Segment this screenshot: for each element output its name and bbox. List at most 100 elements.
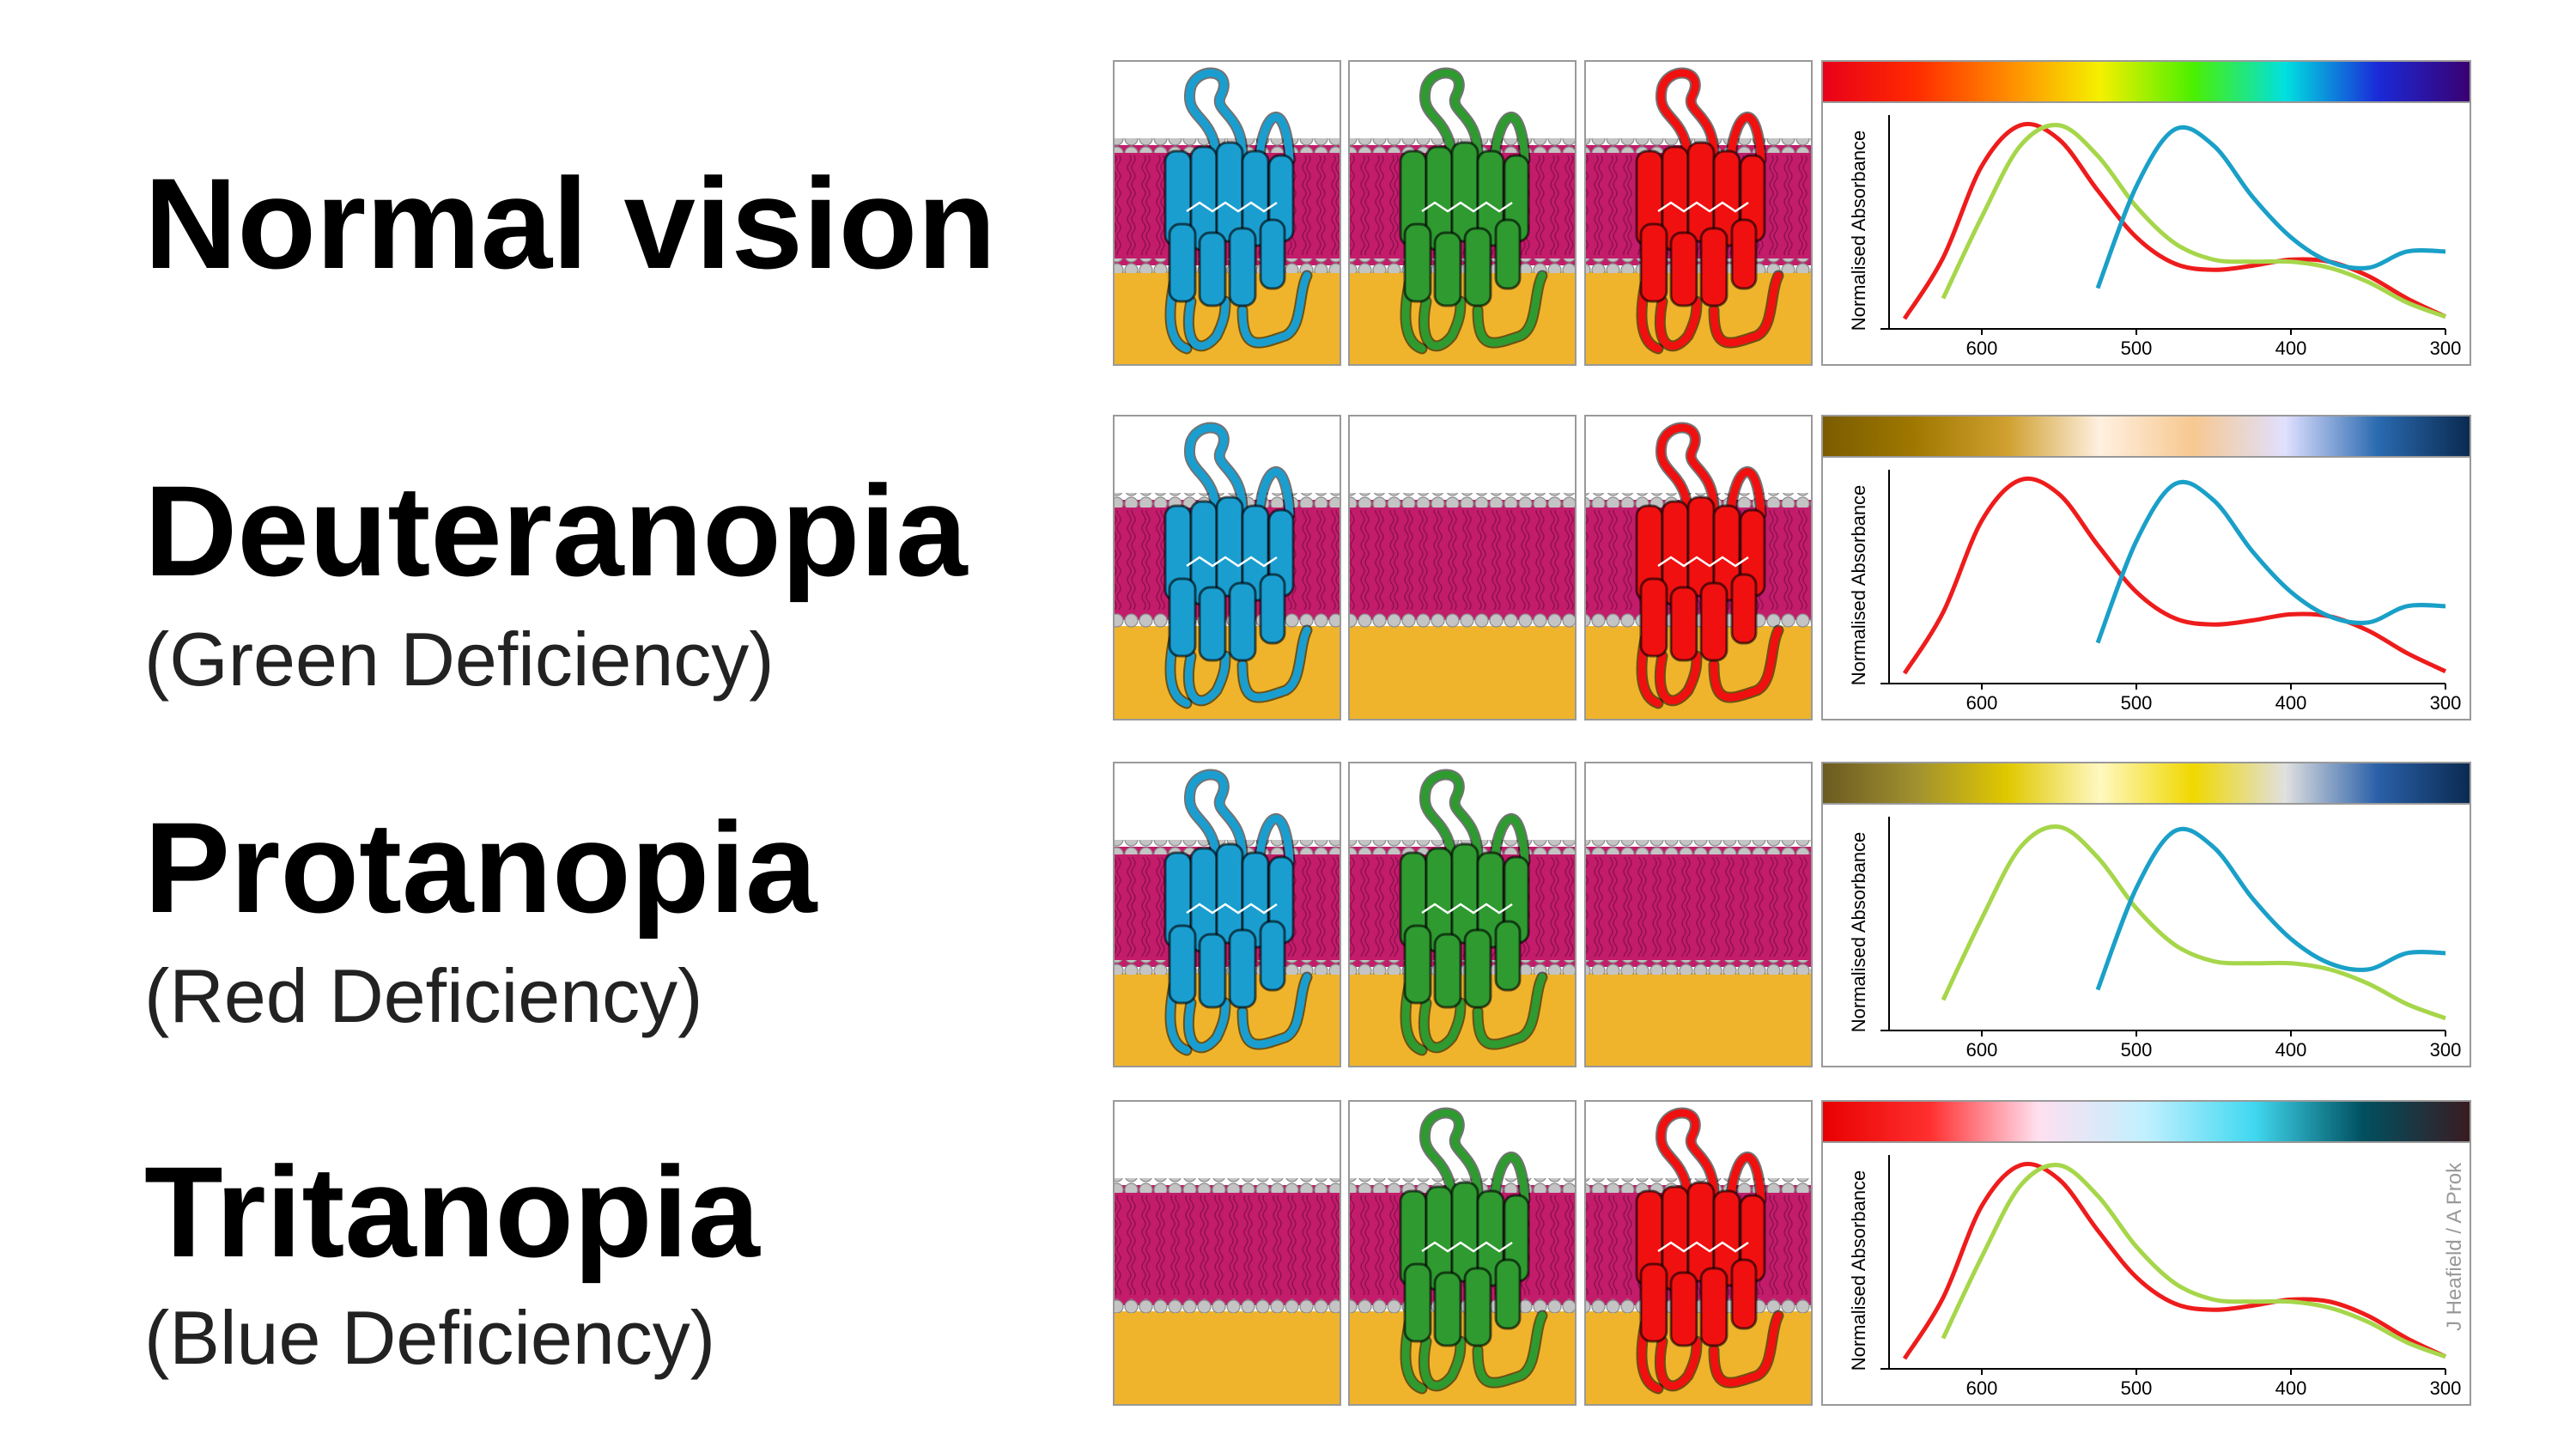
lipid-heads xyxy=(1114,1298,1340,1313)
opsin xyxy=(1399,1107,1548,1395)
x-tick-label: 600 xyxy=(1966,1039,1998,1061)
membrane-panel xyxy=(1113,762,1341,1067)
opsin-helix xyxy=(1198,586,1227,662)
panel-border xyxy=(1348,415,1577,720)
membrane-panel xyxy=(1348,415,1577,720)
opsin-helix xyxy=(1463,1267,1492,1347)
opsin-loop xyxy=(1710,271,1783,347)
opsin-helix xyxy=(1198,933,1227,1009)
lipid-tails xyxy=(1114,1195,1340,1295)
panel-border xyxy=(1113,415,1341,720)
lipid-tails xyxy=(1349,510,1576,610)
opsin-loop xyxy=(1491,112,1529,164)
cytoplasm xyxy=(1349,626,1576,720)
opsin-loop xyxy=(1255,814,1294,866)
panel-border xyxy=(1348,60,1577,366)
row: Protanopia (Red Deficiency) Normalised Abs… xyxy=(144,762,2471,1067)
opsin-helix xyxy=(1686,1181,1716,1283)
absorbance-curve xyxy=(1941,123,2446,319)
x-tick-label: 600 xyxy=(1966,337,1998,359)
row-subtitle: (Green Deficiency) xyxy=(144,617,775,702)
opsin-helix xyxy=(1198,231,1227,307)
row: Tritanopia (Blue Deficiency) Normalised Ab… xyxy=(144,1100,2471,1406)
panel-border xyxy=(1348,1100,1577,1406)
x-tick-label: 400 xyxy=(2275,337,2307,359)
opsin-helix xyxy=(1215,141,1244,243)
opsin-loop xyxy=(1419,999,1465,1052)
opsin-helix xyxy=(1639,222,1668,303)
opsin xyxy=(1163,422,1313,709)
opsin-helix xyxy=(1259,218,1286,290)
x-tick-label: 300 xyxy=(2430,337,2462,359)
opsin-loop xyxy=(1656,69,1718,168)
opsin-helix xyxy=(1639,1262,1668,1343)
opsin-helix xyxy=(1168,924,1197,1005)
membrane-panel xyxy=(1348,1100,1577,1406)
opsin-helix xyxy=(1494,1258,1522,1330)
retinal xyxy=(1657,1241,1749,1253)
opsin-helix xyxy=(1259,920,1286,992)
opsin-loop xyxy=(1656,1337,1701,1390)
y-axis-label: Normalised Absorbance xyxy=(1848,131,1869,331)
opsin-loop xyxy=(1185,69,1247,168)
lipid-tails xyxy=(1585,857,1812,957)
y-axis-label: Normalised Absorbance xyxy=(1848,485,1869,686)
absorbance-curve xyxy=(1902,1162,2447,1360)
absorbance-curve xyxy=(1941,1163,2446,1359)
opsin-helix xyxy=(1730,1258,1758,1330)
opsin-loop xyxy=(1419,297,1465,350)
opsin-loop xyxy=(1656,1109,1718,1208)
retinal xyxy=(1186,201,1278,213)
opsin-helix xyxy=(1730,218,1758,290)
opsin-helix xyxy=(1669,231,1698,307)
spectrum-bar xyxy=(1821,1100,2471,1143)
x-tick-label: 300 xyxy=(2430,1377,2462,1399)
opsin-loop xyxy=(1419,1337,1465,1390)
membrane-panel xyxy=(1584,762,1813,1067)
x-tick-label: 500 xyxy=(2121,337,2153,359)
lipid-heads xyxy=(1114,1178,1340,1193)
absorbance-curve xyxy=(2095,826,2446,991)
opsin xyxy=(1163,769,1313,1056)
membrane-panel xyxy=(1584,1100,1813,1406)
panel-border xyxy=(1113,762,1341,1067)
opsin-loop xyxy=(1473,271,1546,347)
opsin-loop xyxy=(1184,652,1230,705)
x-tick-label: 400 xyxy=(2275,692,2307,714)
membrane-panel xyxy=(1584,415,1813,720)
opsin-loop xyxy=(1710,1311,1783,1387)
opsin-helix xyxy=(1403,222,1432,303)
opsin-helix xyxy=(1228,227,1257,307)
opsin xyxy=(1399,67,1548,355)
opsin-helix xyxy=(1450,1181,1479,1283)
opsin-helix xyxy=(1494,218,1522,290)
row-title: Normal vision xyxy=(144,151,996,295)
absorbance-curve xyxy=(1941,824,2446,1021)
cytoplasm xyxy=(1114,1311,1340,1405)
x-tick-label: 500 xyxy=(2121,692,2153,714)
opsin-loop xyxy=(1185,423,1247,523)
opsin-helix xyxy=(1403,924,1432,1005)
x-tick-label: 500 xyxy=(2121,1377,2153,1399)
opsin-helix xyxy=(1215,842,1244,945)
membrane-panel xyxy=(1348,762,1577,1067)
retinal xyxy=(1421,201,1513,213)
membrane-panel xyxy=(1348,60,1577,366)
opsin-loop xyxy=(1710,626,1783,702)
chart-frame xyxy=(1821,456,2471,720)
opsin-helix xyxy=(1433,1271,1462,1347)
x-tick-label: 300 xyxy=(2430,1039,2462,1061)
opsin xyxy=(1163,67,1313,355)
opsin-helix xyxy=(1450,141,1479,243)
membrane-panel xyxy=(1584,60,1813,366)
spectrum-bar xyxy=(1821,415,2471,458)
x-tick-label: 600 xyxy=(1966,1377,1998,1399)
opsin-helix xyxy=(1669,1271,1698,1347)
opsin-helix xyxy=(1259,573,1286,645)
opsin-loop xyxy=(1491,1152,1529,1204)
spectrum-bar xyxy=(1821,60,2471,103)
panel-border xyxy=(1113,60,1341,366)
opsin-helix xyxy=(1433,933,1462,1009)
retinal xyxy=(1657,201,1749,213)
chart-frame xyxy=(1821,1141,2471,1406)
